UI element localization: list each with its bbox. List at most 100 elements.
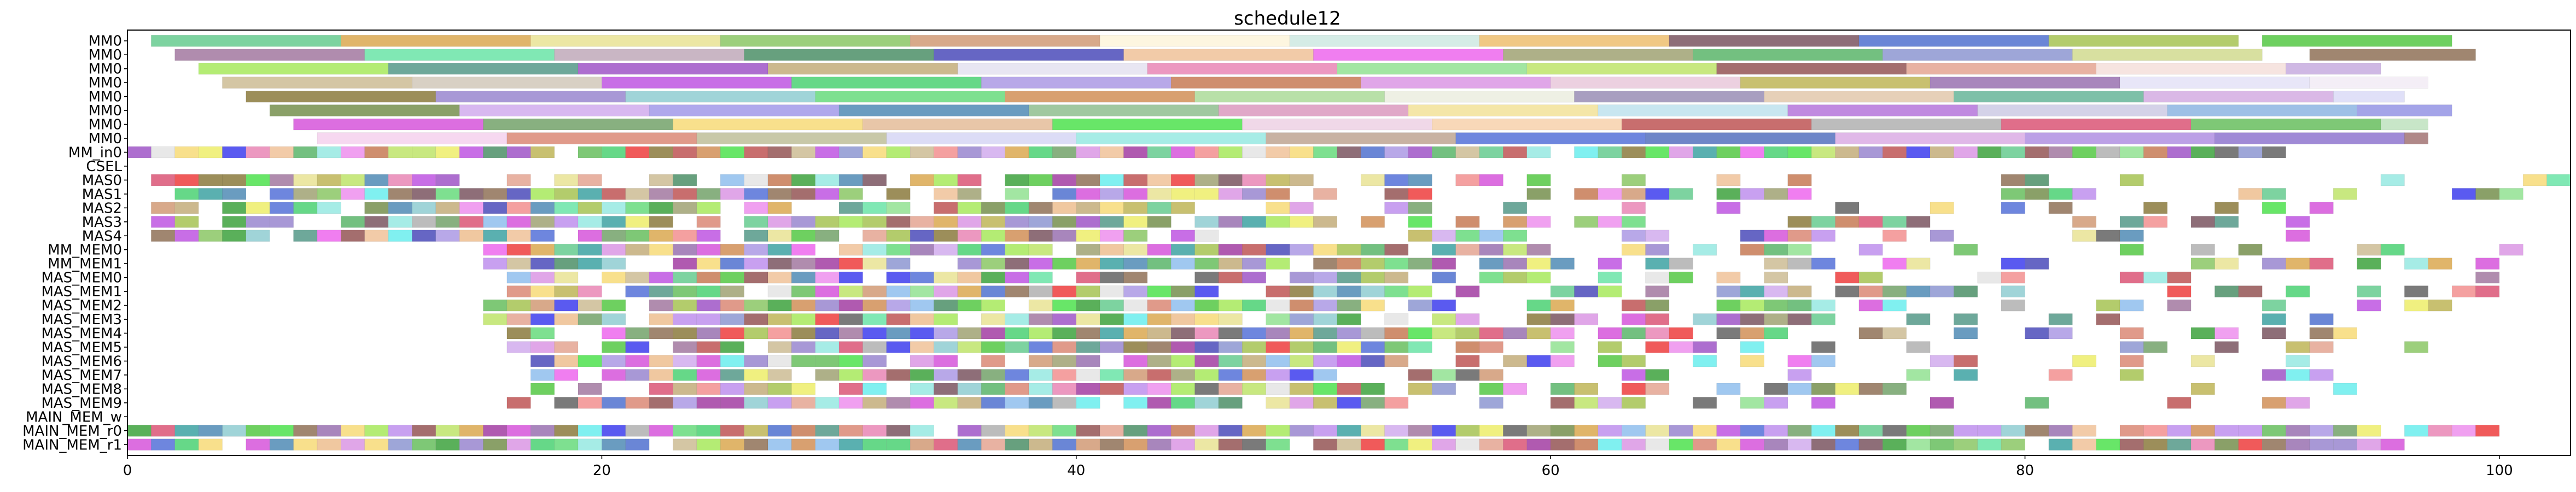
task-bar — [1408, 104, 1599, 116]
task-block — [1645, 341, 1670, 353]
task-block — [2380, 174, 2405, 186]
task-block — [744, 216, 768, 228]
task-block — [720, 355, 744, 367]
task-block — [1883, 257, 1907, 270]
task-block — [2380, 438, 2405, 450]
task-block — [1574, 383, 1599, 395]
task-block — [910, 397, 934, 409]
task-block — [2048, 425, 2073, 437]
task-block — [934, 369, 958, 381]
task-bar — [1052, 118, 1243, 131]
task-block — [934, 146, 958, 159]
task-block — [1123, 397, 1148, 409]
task-block — [1194, 271, 1219, 284]
task-block — [2119, 341, 2144, 353]
task-block — [1218, 425, 1243, 437]
y-tick-label: MAS0 — [82, 172, 122, 189]
task-block — [1954, 146, 1978, 159]
task-block — [2286, 257, 2310, 270]
task-block — [1503, 244, 1528, 256]
task-block — [364, 216, 389, 228]
task-bar — [1503, 49, 1693, 61]
task-bar — [2286, 62, 2381, 75]
task-block — [602, 244, 626, 256]
task-block — [2214, 341, 2239, 353]
task-block — [1337, 327, 1361, 339]
task-block — [744, 230, 768, 242]
task-block — [1787, 299, 1812, 312]
task-block — [1052, 383, 1077, 395]
task-block — [1170, 425, 1195, 437]
task-block — [506, 341, 531, 353]
task-bar — [1432, 118, 1622, 131]
task-block — [1313, 244, 1338, 256]
task-block — [151, 230, 176, 242]
task-block — [1621, 355, 1646, 367]
task-block — [1930, 438, 1954, 450]
task-block — [1076, 188, 1100, 200]
task-block — [364, 438, 389, 450]
task-block — [1266, 285, 1290, 297]
task-block — [531, 369, 555, 381]
task-block — [1858, 425, 1883, 437]
task-block — [981, 146, 1005, 159]
task-block — [1313, 397, 1338, 409]
task-block — [2475, 285, 2500, 297]
task-block — [1574, 397, 1599, 409]
task-block — [1977, 438, 2002, 450]
task-block — [388, 216, 412, 228]
task-block — [1170, 299, 1195, 312]
task-block — [1170, 313, 1195, 325]
task-block — [1693, 425, 1717, 437]
task-block — [910, 327, 934, 339]
task-bar — [1218, 104, 1409, 116]
x-tick-label: 80 — [2016, 462, 2034, 479]
task-block — [1858, 244, 1883, 256]
task-block — [506, 285, 531, 297]
task-block — [957, 383, 982, 395]
task-block — [1052, 216, 1077, 228]
task-block — [2001, 146, 2025, 159]
task-block — [1170, 397, 1195, 409]
task-block — [1858, 271, 1883, 284]
task-block — [1218, 146, 1243, 159]
task-block — [862, 285, 887, 297]
task-block — [459, 438, 483, 450]
task-block — [2025, 397, 2049, 409]
y-tick-label: MM0 — [89, 47, 122, 63]
task-block — [1099, 216, 1124, 228]
task-block — [506, 313, 531, 325]
task-block — [531, 355, 555, 367]
task-block — [2119, 425, 2144, 437]
task-block — [1621, 216, 1646, 228]
task-block — [317, 438, 341, 450]
task-bar — [2380, 118, 2428, 131]
task-block — [1930, 202, 1954, 214]
task-block — [1930, 355, 1954, 367]
task-block — [1669, 341, 1693, 353]
task-block — [222, 174, 247, 186]
task-block — [2309, 327, 2334, 339]
task-block — [602, 327, 626, 339]
task-block — [2143, 438, 2168, 450]
task-block — [1598, 327, 1622, 339]
task-block — [1550, 257, 1575, 270]
task-block — [198, 425, 223, 437]
y-tick-label: MM0 — [89, 103, 122, 119]
task-block — [744, 299, 768, 312]
task-block — [1170, 244, 1195, 256]
task-bar — [364, 49, 555, 61]
task-bar — [1455, 132, 1646, 144]
task-block — [554, 355, 579, 367]
task-bar — [269, 104, 460, 116]
task-block — [1669, 271, 1693, 284]
task-block — [862, 216, 887, 228]
task-block — [957, 257, 982, 270]
task-block — [1170, 285, 1195, 297]
task-block — [934, 271, 958, 284]
task-block — [2357, 244, 2381, 256]
task-block — [1408, 285, 1432, 297]
task-block — [910, 425, 934, 437]
task-block — [1574, 285, 1599, 297]
task-block — [1621, 202, 1646, 214]
